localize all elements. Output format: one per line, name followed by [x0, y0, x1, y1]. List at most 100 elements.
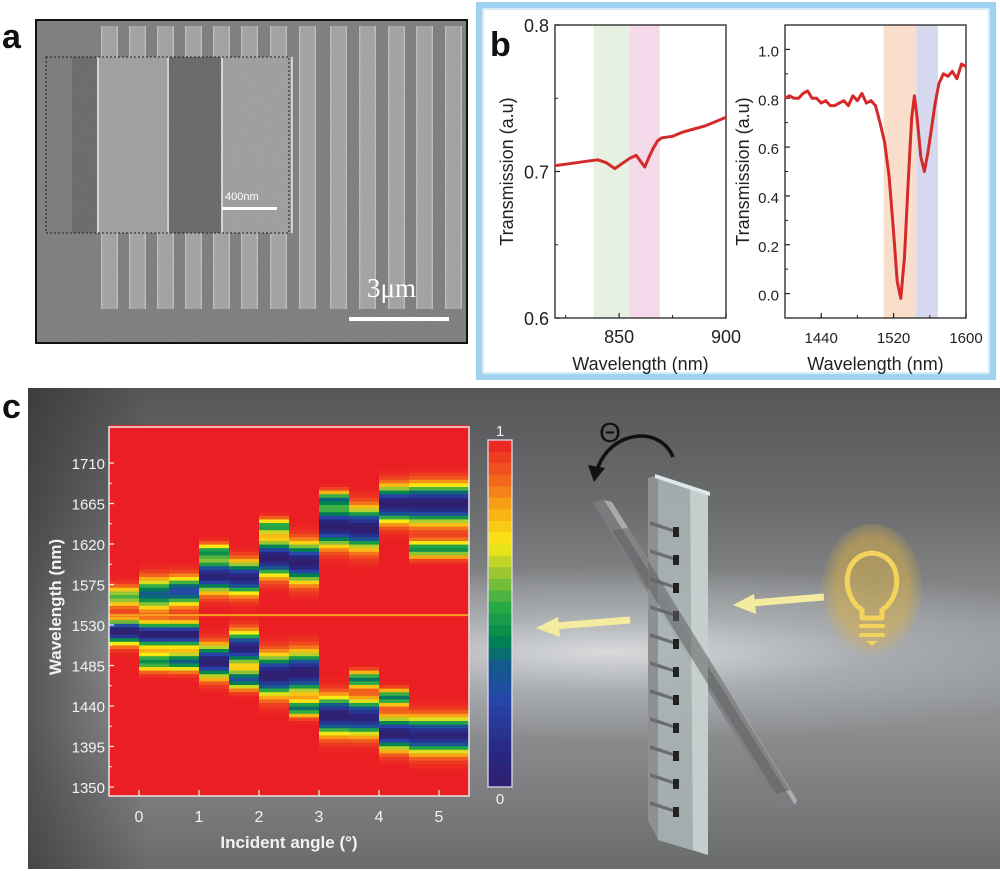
- heatmap-cell: [319, 644, 350, 649]
- heatmap-cell: [289, 702, 320, 707]
- data-point: [671, 135, 674, 138]
- heatmap-cell: [259, 630, 290, 635]
- heatmap-cell: [439, 468, 470, 473]
- heatmap-cell: [169, 436, 200, 441]
- grating-ridge: [650, 661, 673, 672]
- heatmap-cell: [169, 461, 200, 466]
- heatmap-cell: [139, 464, 170, 469]
- heatmap-cell: [439, 691, 470, 696]
- heatmap-cell: [319, 457, 350, 462]
- heatmap-cell: [259, 709, 290, 714]
- heatmap-cell: [109, 738, 140, 743]
- heatmap-cell: [349, 756, 380, 761]
- colorbar-segment: [488, 532, 512, 545]
- heatmap-cell: [229, 626, 260, 631]
- heatmap-cell: [289, 511, 320, 516]
- heatmap-cell: [169, 497, 200, 502]
- heatmap-cell: [169, 504, 200, 509]
- heatmap-cell: [439, 619, 470, 624]
- heatmap-cell: [259, 551, 290, 556]
- colorbar-segment: [488, 717, 512, 730]
- heatmap-cell: [229, 439, 260, 444]
- heatmap-cell: [379, 616, 410, 621]
- heatmap-cell: [109, 691, 140, 696]
- heatmap-cell: [169, 648, 200, 653]
- heatmap-cell: [289, 688, 320, 693]
- heatmap-cell: [139, 493, 170, 498]
- heatmap-cell: [319, 680, 350, 685]
- heatmap-cell: [139, 684, 170, 689]
- heatmap-cell: [349, 781, 380, 786]
- colorbar-segment: [488, 590, 512, 603]
- heatmap-cell: [169, 698, 200, 703]
- heatmap-cell: [349, 691, 380, 696]
- heatmap-cell: [319, 479, 350, 484]
- heatmap-cell: [349, 659, 380, 664]
- heatmap-cell: [229, 774, 260, 779]
- heatmap-cell: [349, 637, 380, 642]
- heatmap-cell: [319, 738, 350, 743]
- heatmap-cell: [379, 526, 410, 531]
- heatmap-cell: [379, 738, 410, 743]
- heatmap-cell: [229, 511, 260, 516]
- heatmap-cell: [409, 731, 440, 736]
- heatmap-cell: [439, 590, 470, 595]
- data-point: [861, 92, 863, 95]
- heatmap-cell: [139, 738, 170, 743]
- heatmap-cell: [229, 709, 260, 714]
- heatmap-cell: [109, 504, 140, 509]
- heatmap-cell: [319, 662, 350, 667]
- heatmap-cell: [109, 598, 140, 603]
- incident-light-arrow-icon: [751, 593, 825, 607]
- heatmap-cell: [439, 770, 470, 775]
- heatmap-cell: [439, 551, 470, 556]
- heatmap-cell: [349, 644, 380, 649]
- heatmap-cell: [289, 662, 320, 667]
- heatmap-cell: [439, 547, 470, 552]
- heatmap-cell: [379, 572, 410, 577]
- heatmap-cell: [109, 673, 140, 678]
- heatmap-cell: [409, 763, 440, 768]
- heatmap-cell: [169, 673, 200, 678]
- y-axis-label: Transmission (a.u): [497, 97, 517, 245]
- y-tick-label: 1530: [72, 618, 105, 635]
- heatmap-cell: [229, 673, 260, 678]
- heatmap-cell: [409, 706, 440, 711]
- heatmap-cell: [319, 688, 350, 693]
- heatmap-cell: [409, 680, 440, 685]
- heatmap-cell: [199, 558, 230, 563]
- heatmap-cell: [289, 464, 320, 469]
- heatmap-cell: [259, 497, 290, 502]
- heatmap-cell: [439, 731, 470, 736]
- heatmap-cell: [109, 731, 140, 736]
- data-point: [806, 90, 809, 92]
- heatmap-cell: [199, 572, 230, 577]
- heatmap-cell: [289, 497, 320, 502]
- heatmap-cell: [319, 709, 350, 714]
- heatmap-cell: [169, 670, 200, 675]
- heatmap-cell: [349, 576, 380, 581]
- heatmap-cell: [409, 742, 440, 747]
- heatmap-cell: [379, 468, 410, 473]
- heatmap-cell: [349, 601, 380, 606]
- heatmap-cell: [439, 677, 470, 682]
- heatmap-cell: [199, 756, 230, 761]
- heatmap-cell: [199, 468, 230, 473]
- heatmap-cell: [169, 439, 200, 444]
- heatmap-cell: [289, 749, 320, 754]
- heatmap-cell: [439, 587, 470, 592]
- heatmap-cell: [409, 760, 440, 765]
- heatmap-cell: [349, 518, 380, 523]
- heatmap-cell: [319, 713, 350, 718]
- heatmap-cell: [139, 490, 170, 495]
- heatmap-cell: [199, 626, 230, 631]
- heatmap-cell: [169, 680, 200, 685]
- data-point: [833, 104, 836, 107]
- heatmap-cell: [109, 695, 140, 700]
- data-point: [639, 160, 642, 163]
- y-tick-label: 1395: [72, 740, 105, 757]
- grating-groove: [673, 527, 679, 537]
- rotation-arrow-head-icon: [588, 465, 605, 482]
- heatmap-cell: [409, 482, 440, 487]
- heatmap-cell: [409, 500, 440, 505]
